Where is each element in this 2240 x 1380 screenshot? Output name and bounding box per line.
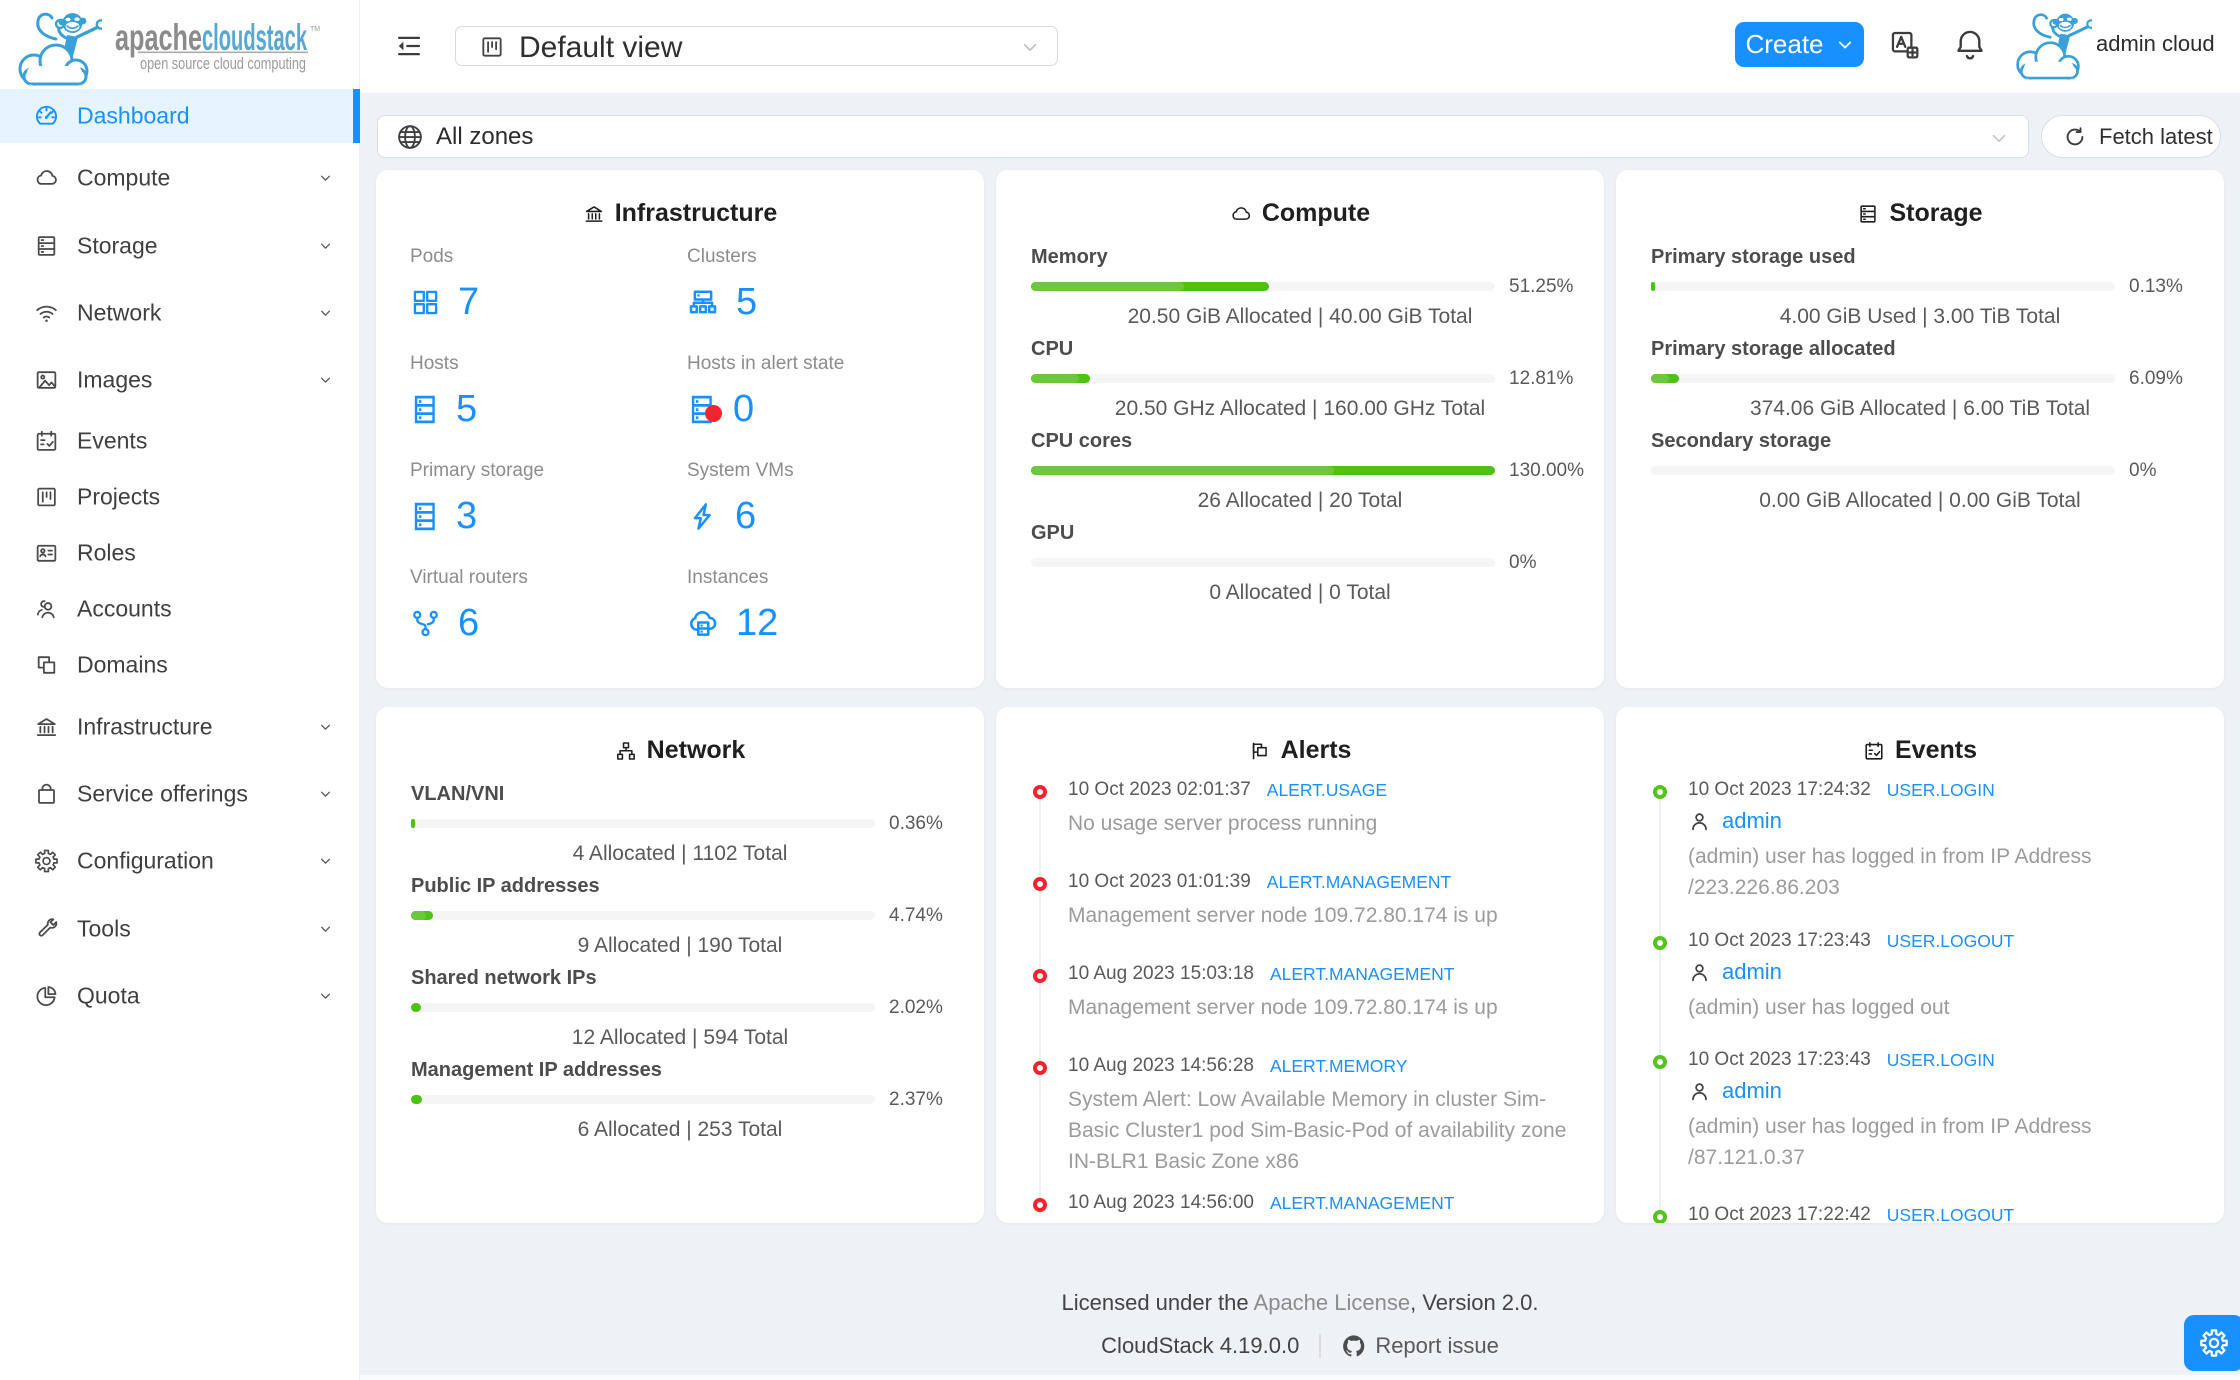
svg-text:TM: TM <box>310 26 320 33</box>
svg-text:apache: apache <box>115 17 202 58</box>
svg-text:open source cloud computing: open source cloud computing <box>140 54 306 73</box>
svg-text:cloudstack: cloudstack <box>202 17 307 58</box>
